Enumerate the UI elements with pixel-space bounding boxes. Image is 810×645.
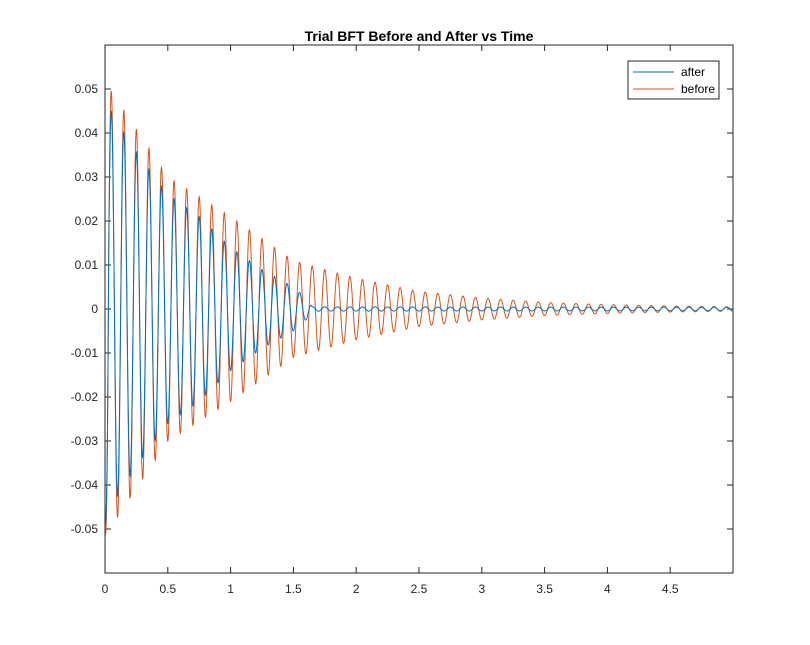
y-tick-label: -0.05: [71, 522, 99, 536]
y-tick-label: 0.05: [75, 82, 99, 96]
x-tick-label: 2: [353, 582, 360, 596]
x-tick-label: 1.5: [285, 582, 302, 596]
x-tick-label: 3: [478, 582, 485, 596]
x-tick-label: 3.5: [536, 582, 553, 596]
series-group: [105, 90, 733, 538]
y-tick-label: -0.02: [71, 390, 99, 404]
x-tick-label: 0.5: [159, 582, 176, 596]
y-tick-label: 0.04: [75, 126, 99, 140]
y-tick-label: 0.01: [75, 258, 99, 272]
x-tick-label: 1: [227, 582, 234, 596]
x-tick-label: 4: [604, 582, 611, 596]
y-tick-label: 0.02: [75, 214, 99, 228]
y-tick-label: -0.04: [71, 478, 99, 492]
y-tick-label: -0.03: [71, 434, 99, 448]
x-tick-label: 2.5: [411, 582, 428, 596]
y-axis-ticks: -0.05 -0.04 -0.03 -0.02 -0.01 0 0.01 0.02 0.03 0.…: [71, 82, 733, 536]
y-tick-label: -0.01: [71, 346, 99, 360]
legend: after before: [627, 60, 720, 100]
x-tick-label: 0: [102, 582, 109, 596]
x-tick-label: 4.5: [662, 582, 679, 596]
legend-label-after: after: [681, 65, 705, 79]
y-tick-label: 0.03: [75, 170, 99, 184]
series-line-after: [105, 110, 733, 530]
legend-box: [627, 60, 720, 100]
y-tick-label: 0: [91, 302, 98, 316]
legend-label-before: before: [681, 82, 715, 96]
x-axis-ticks: 0 0.5 1 1.5 2 2.5 3 3.5 4 4.5: [102, 45, 679, 596]
axes-box: [104, 44, 734, 574]
chart-title: Trial BFT Before and After vs Time: [305, 28, 534, 44]
